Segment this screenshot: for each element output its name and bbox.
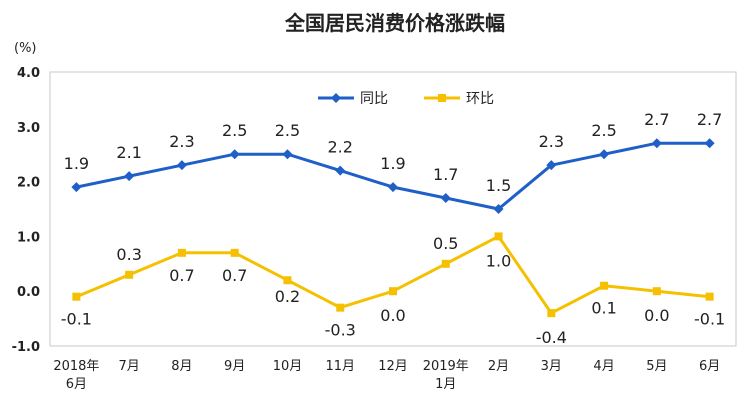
data-point-yoy — [546, 160, 557, 171]
data-label-mom: 0.5 — [433, 234, 458, 253]
x-axis: 2018年 6月 7月 8月 9月 10月 11月 12月 2019年 1月 2月 3月 4月 5月 6月 — [53, 359, 720, 392]
x-tick-label: 4月 — [593, 359, 614, 374]
x-tick-label: 1月 — [435, 377, 456, 392]
data-label-mom: 0.0 — [644, 306, 669, 325]
series-layer — [71, 138, 715, 318]
y-tick-label: -1.0 — [12, 340, 40, 355]
x-tick-label: 7月 — [119, 359, 140, 374]
data-label-yoy: 1.7 — [433, 165, 458, 184]
y-axis: 4.0 3.0 2.0 1.0 0.0 -1.0 — [12, 66, 40, 355]
x-tick-label: 12月 — [378, 359, 408, 374]
data-point-yoy — [651, 138, 662, 149]
data-point-yoy — [124, 171, 135, 182]
data-label-yoy: 1.5 — [486, 176, 511, 195]
data-label-yoy: 2.3 — [169, 132, 194, 151]
data-point-yoy — [440, 193, 451, 204]
data-point-yoy — [176, 160, 187, 171]
data-point-yoy — [71, 182, 82, 193]
x-tick-label: 11月 — [325, 359, 355, 374]
data-label-mom: -0.1 — [694, 310, 725, 329]
data-label-mom: 0.7 — [169, 266, 194, 285]
legend-marker — [331, 93, 341, 103]
x-tick-label: 10月 — [273, 359, 303, 374]
data-label-mom: 0.2 — [275, 287, 300, 306]
data-point-yoy — [493, 204, 504, 214]
x-tick-label: 5月 — [646, 359, 667, 374]
data-point-mom — [705, 292, 714, 301]
data-point-mom — [494, 232, 503, 241]
x-tick-label: 6月 — [66, 377, 87, 392]
plot-frame — [49, 71, 737, 347]
data-label-yoy: 2.7 — [644, 110, 669, 129]
legend-label: 环比 — [466, 91, 494, 107]
data-label-yoy: 2.1 — [116, 143, 141, 162]
data-label-mom: 1.0 — [486, 251, 511, 270]
data-label-yoy: 2.5 — [591, 121, 616, 140]
data-point-mom — [72, 292, 81, 301]
x-tick-label: 9月 — [224, 359, 245, 374]
data-point-yoy — [229, 149, 240, 160]
data-point-mom — [652, 287, 661, 296]
data-point-mom — [547, 309, 556, 318]
y-tick-label: 1.0 — [17, 230, 40, 245]
data-point-mom — [177, 248, 186, 257]
data-point-mom — [441, 259, 450, 268]
x-tick-label: 2018年 — [53, 359, 99, 374]
y-tick-label: 0.0 — [17, 285, 40, 300]
x-tick-label: 2月 — [488, 359, 509, 374]
data-point-mom — [389, 287, 397, 296]
data-labels: 1.9 2.1 2.3 2.5 2.5 2.2 1.9 1.7 1.5 2.3 2.5 2.7 2.7 -… — [61, 110, 725, 347]
data-point-yoy — [282, 149, 293, 160]
data-label-yoy: 2.2 — [328, 138, 353, 157]
x-tick-label: 8月 — [171, 359, 192, 374]
series-line-yoy — [76, 141, 710, 211]
data-label-yoy: 2.5 — [275, 121, 300, 140]
data-label-yoy: 2.5 — [222, 121, 247, 140]
data-label-mom: -0.4 — [536, 328, 567, 347]
data-point-mom — [230, 248, 239, 257]
legend-label: 同比 — [360, 91, 388, 107]
data-point-mom — [125, 270, 134, 279]
data-point-mom — [283, 276, 292, 285]
chart-title: 全国居民消费价格涨跌幅 — [284, 11, 505, 35]
data-label-yoy: 2.7 — [697, 110, 722, 129]
legend: 同比 环比 — [318, 91, 494, 107]
data-point-yoy — [599, 149, 610, 160]
data-point-yoy — [388, 182, 398, 193]
data-label-mom: 0.1 — [591, 299, 616, 318]
data-label-yoy: 1.9 — [64, 154, 89, 173]
y-tick-label: 3.0 — [17, 121, 40, 136]
data-label-mom: -0.1 — [61, 310, 92, 329]
x-tick-label: 2019年 — [423, 359, 469, 374]
data-label-mom: 0.3 — [116, 245, 141, 264]
data-point-mom — [336, 303, 345, 312]
unit-label: (%) — [14, 41, 37, 56]
data-label-mom: 0.7 — [222, 266, 247, 285]
data-point-mom — [600, 281, 609, 290]
data-point-yoy — [335, 165, 346, 176]
x-tick-label: 3月 — [541, 359, 562, 374]
x-tick-label: 6月 — [699, 359, 720, 374]
legend-marker — [438, 94, 446, 102]
y-tick-label: 2.0 — [17, 176, 40, 191]
data-label-yoy: 2.3 — [539, 132, 564, 151]
data-label-mom: 0.0 — [380, 306, 405, 325]
data-label-mom: -0.3 — [325, 321, 356, 340]
data-point-yoy — [704, 138, 715, 149]
data-label-yoy: 1.9 — [380, 154, 405, 173]
y-tick-label: 4.0 — [17, 66, 40, 81]
